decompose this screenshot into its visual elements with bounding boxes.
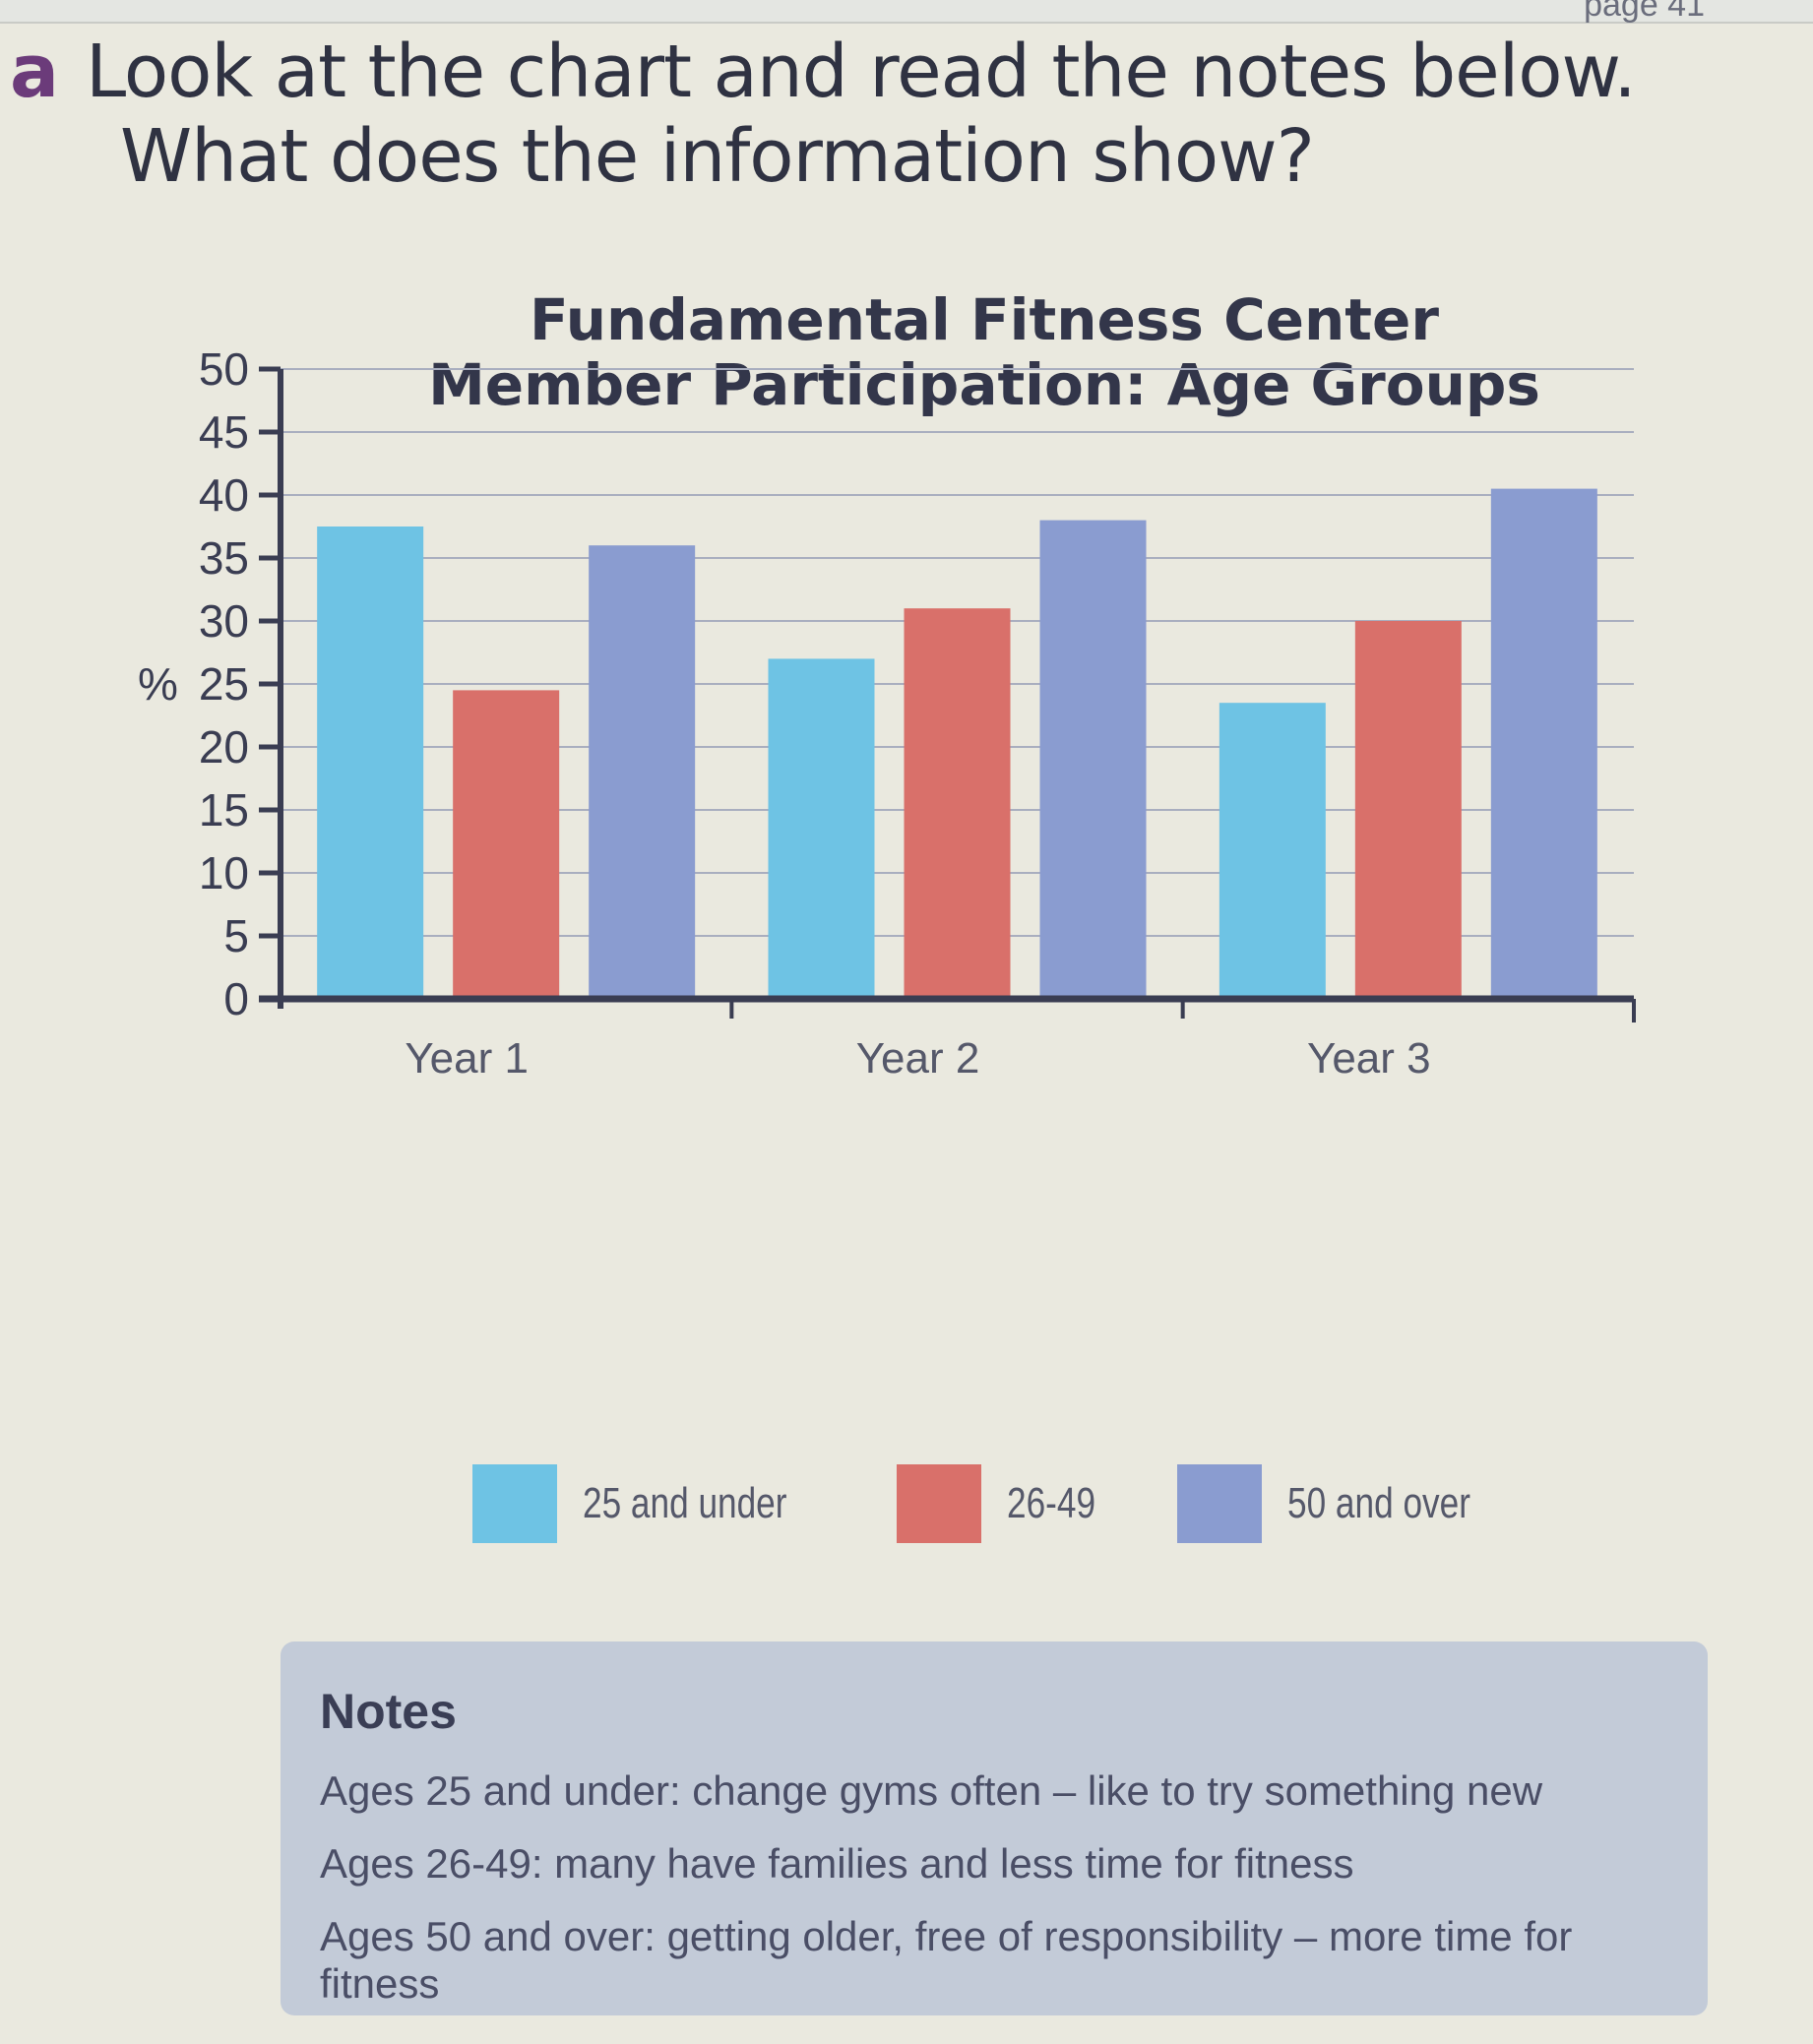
y-tick-label: 40 <box>199 469 249 521</box>
bar-year-2-series-1 <box>904 608 1011 999</box>
bar-year-2-series-0 <box>768 658 875 999</box>
y-tick-label: 30 <box>199 595 249 647</box>
notes-title: Notes <box>320 1684 457 1739</box>
legend-swatch-icon <box>472 1464 557 1543</box>
notes-box: Notes Ages 25 and under: change gyms oft… <box>281 1641 1708 2015</box>
legend-swatch-icon <box>897 1464 982 1543</box>
question-line-1: Look at the chart and read the notes bel… <box>85 30 1637 114</box>
question-line-2: What does the information show? <box>120 114 1315 199</box>
legend-item-50-and-over: 50 and over <box>1176 1464 1516 1543</box>
question-marker: a <box>10 30 59 114</box>
bar-year-3-series-1 <box>1354 621 1462 999</box>
chart-legend: 25 and under 26-49 50 and over <box>472 1464 1516 1543</box>
y-tick-label: 45 <box>199 406 249 458</box>
y-tick-label: 10 <box>199 847 249 898</box>
legend-label: 25 and under <box>583 1479 787 1527</box>
x-tick-label: Year 3 <box>1307 1034 1431 1083</box>
bar-year-3-series-0 <box>1219 703 1326 999</box>
legend-item-25-and-under: 25 and under <box>472 1464 838 1543</box>
legend-label: 50 and over <box>1286 1479 1470 1527</box>
legend-swatch-icon <box>1176 1464 1262 1543</box>
x-tick-label: Year 2 <box>856 1034 980 1083</box>
x-tick-label: Year 1 <box>405 1034 529 1083</box>
bar-year-1-series-1 <box>453 690 560 999</box>
y-tick-label: 25 <box>199 658 249 710</box>
y-axis-label: % <box>138 658 178 710</box>
y-tick-label: 0 <box>223 973 249 1024</box>
chart-title: Fundamental Fitness Center Member Partic… <box>295 287 1673 417</box>
bar-chart: 0 5 10 15 20 25 30 35 40 45 50% Year 1 Year 2 Year 3 <box>138 344 1636 1083</box>
question-prompt: a Look at the chart and read the notes be… <box>10 30 1637 199</box>
y-tick-label: 5 <box>223 910 249 961</box>
bar-year-1-series-0 <box>317 526 424 999</box>
page-reference: page 41 <box>1584 0 1705 24</box>
note-25-and-under: Ages 25 and under: change gyms often – l… <box>320 1767 1543 1814</box>
legend-item-26-49: 26-49 <box>897 1464 1118 1543</box>
bar-year-2-series-2 <box>1039 520 1147 999</box>
bar-year-3-series-2 <box>1490 488 1597 1000</box>
chart-title-line-2: Member Participation: Age Groups <box>428 351 1540 418</box>
bar-year-1-series-2 <box>589 545 696 999</box>
note-26-49: Ages 26-49: many have families and less … <box>320 1840 1354 1887</box>
y-tick-label: 50 <box>199 344 249 395</box>
chart-title-line-1: Fundamental Fitness Center <box>530 286 1439 353</box>
note-50-and-over: Ages 50 and over: getting older, free of… <box>320 1913 1573 2007</box>
y-tick-label: 35 <box>199 532 249 584</box>
y-tick-label: 20 <box>199 721 249 773</box>
legend-label: 26-49 <box>1007 1479 1096 1527</box>
y-tick-label: 15 <box>199 784 249 836</box>
top-strip: page 41 <box>0 0 1813 24</box>
